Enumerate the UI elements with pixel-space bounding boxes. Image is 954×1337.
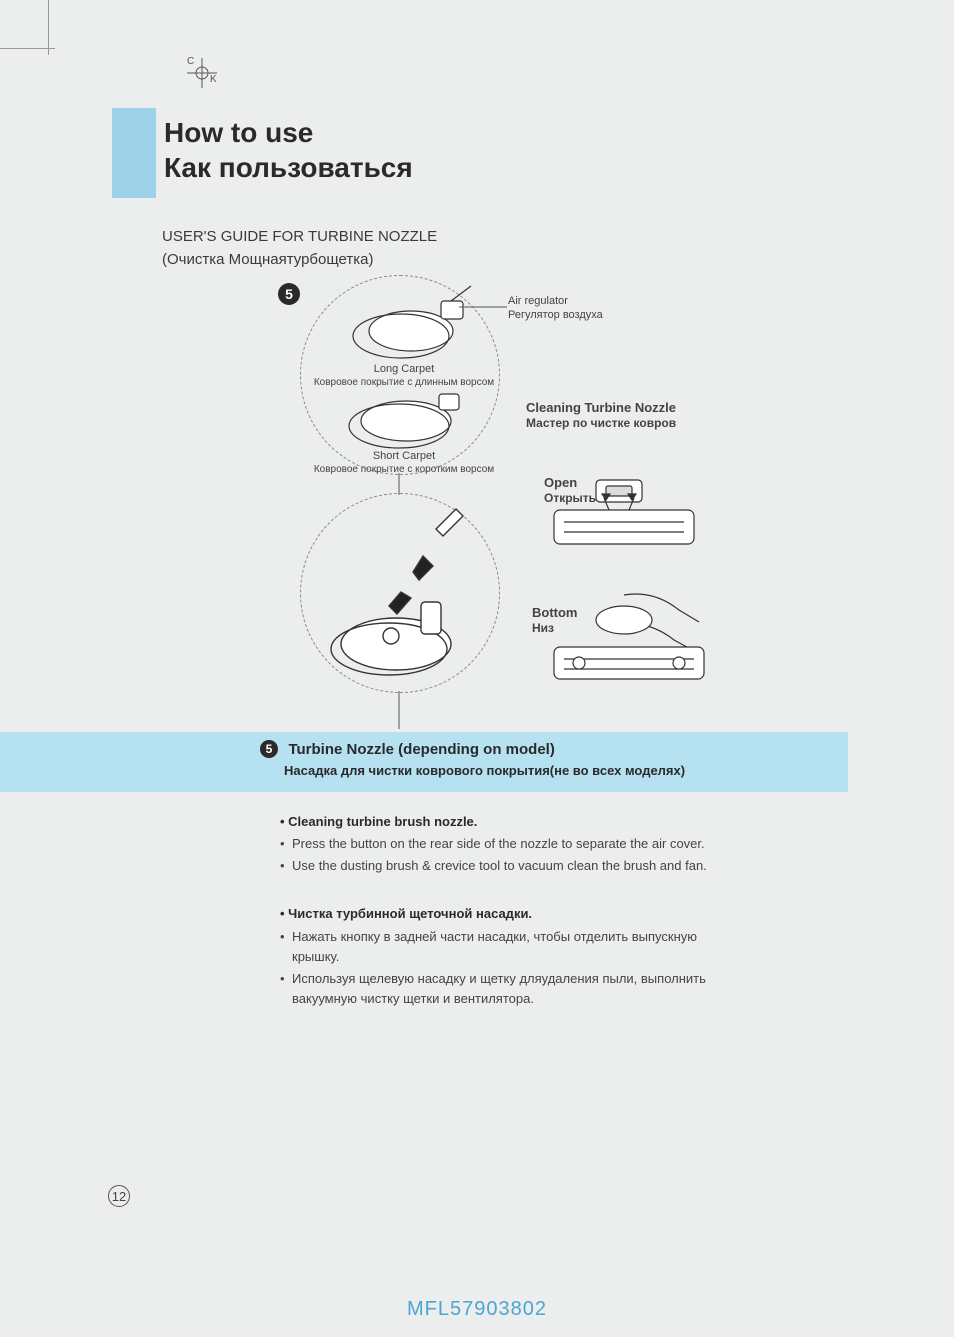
- band-step-badge: 5: [260, 740, 278, 758]
- band-title-en: Turbine Nozzle (depending on model): [288, 741, 554, 758]
- short-carpet-label: Short Carpet Ковровое покрытие с коротки…: [304, 450, 504, 476]
- body-en-lead: • Cleaning turbine brush nozzle.: [280, 812, 720, 832]
- cleaning-nozzle-ru: Мастер по чистке ковров: [526, 416, 726, 431]
- page-number: 12: [108, 1185, 130, 1207]
- cleaning-nozzle-en: Cleaning Turbine Nozzle: [526, 400, 726, 416]
- long-carpet-ru: Ковровое покрытие с длинным ворсом: [304, 377, 504, 390]
- crop-guide-vertical: [48, 0, 49, 55]
- document-code: MFL57903802: [0, 1298, 954, 1321]
- bottom-nozzle-icon: [524, 585, 724, 695]
- short-carpet-ru: Ковровое покрытие с коротким ворсом: [304, 464, 504, 477]
- title-en: How to use: [164, 115, 413, 150]
- long-carpet-label: Long Carpet Ковровое покрытие с длинным …: [304, 363, 504, 389]
- list-item: Используя щелевую насадку и щетку дляуда…: [280, 969, 720, 1009]
- body-ru-list: Нажать кнопку в задней части насадки, чт…: [280, 927, 720, 1010]
- long-carpet-en: Long Carpet: [304, 363, 504, 377]
- body-en-list: Press the button on the rear side of the…: [280, 834, 720, 876]
- air-regulator-label: Air regulator Регулятор воздуха: [508, 295, 603, 323]
- list-item: Нажать кнопку в задней части насадки, чт…: [280, 927, 720, 967]
- crop-k: K: [210, 74, 217, 85]
- body-text: • Cleaning turbine brush nozzle. Press t…: [280, 812, 720, 1037]
- body-ru-lead: • Чистка турбинной щеточной насадки.: [280, 904, 720, 924]
- leader-line-icon: [459, 295, 509, 315]
- crop-c: C: [187, 56, 194, 67]
- manual-page: C K How to use Как пользоваться USER'S G…: [0, 0, 954, 1337]
- subtitle-en: USER'S GUIDE FOR TURBINE NOZZLE: [162, 225, 437, 248]
- air-regulator-en: Air regulator: [508, 295, 603, 309]
- short-carpet-en: Short Carpet: [304, 450, 504, 464]
- crop-guide-horizontal: [0, 48, 55, 49]
- header-accent-block: [112, 108, 156, 198]
- air-regulator-ru: Регулятор воздуха: [508, 309, 603, 323]
- registration-mark: C K: [182, 58, 222, 88]
- list-item: Press the button on the rear side of the…: [280, 834, 720, 854]
- step-badge: 5: [278, 283, 300, 305]
- cleaning-nozzle-label: Cleaning Turbine Nozzle Мастер по чистке…: [526, 400, 726, 431]
- list-item: Use the dusting brush & crevice tool to …: [280, 856, 720, 876]
- subtitle-ru: (Очистка Мощнаятурбощетка): [162, 248, 437, 271]
- diagram: 5 Air regulator Регулятор воздуха: [264, 275, 714, 705]
- page-title: How to use Как пользоваться: [164, 115, 413, 185]
- subtitle: USER'S GUIDE FOR TURBINE NOZZLE (Очистка…: [162, 225, 437, 272]
- nozzle-assembly-icon: [301, 494, 501, 694]
- title-ru: Как пользоваться: [164, 150, 413, 185]
- connector-to-band-icon: [394, 691, 404, 729]
- open-nozzle-icon: [534, 470, 704, 560]
- band-heading: 5 Turbine Nozzle (depending on model) На…: [260, 740, 820, 778]
- diagram-circle-bottom: [300, 493, 500, 693]
- connector-line-icon: [394, 473, 404, 495]
- band-title-ru: Насадка для чистки коврового покрытия(не…: [284, 763, 820, 778]
